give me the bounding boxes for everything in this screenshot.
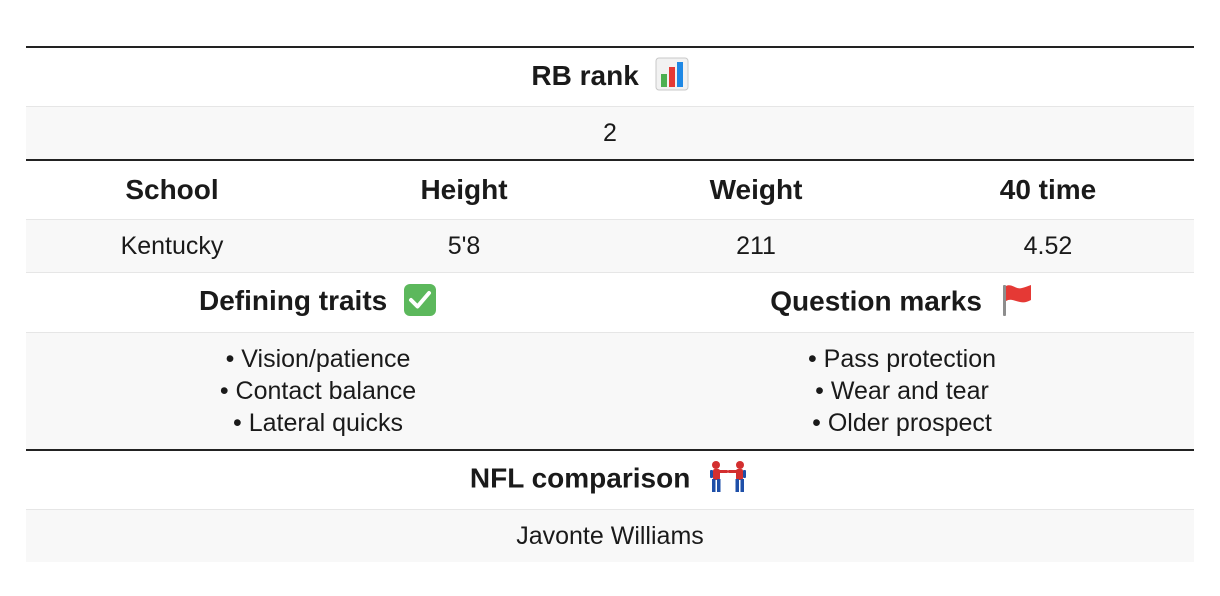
bar-chart-icon [655,57,689,91]
player-profile-table: RB rank 2 School Height Weight 40 time K… [26,46,1194,562]
rb-rank-value-row: 2 [26,106,1194,159]
nfl-comparison-header-row: NFL comparison [26,449,1194,509]
traits-header-row: Defining traits Question marks [26,272,1194,332]
school-header: School [125,174,219,205]
height-value: 5'8 [447,231,481,260]
forty-time-header: 40 time [999,174,1097,205]
measurables-value-row: Kentucky 5'8 211 4.52 [26,219,1194,272]
rb-rank-value: 2 [603,118,617,147]
nfl-comparison-label: NFL comparison [469,462,691,494]
school-value: Kentucky [120,231,224,260]
question-marks-header: Question marks [610,284,1194,321]
spider-man-pointing-icon [710,461,747,492]
check-mark-icon [404,283,436,316]
list-item: • Older prospect [812,409,992,437]
nfl-comparison-value: Javonte Williams [516,521,704,550]
height-header: Height [420,174,508,205]
forty-time-value: 4.52 [1023,231,1073,260]
list-item: • Pass protection [807,345,996,373]
rb-rank-header-row: RB rank [26,46,1194,106]
weight-value: 211 [736,231,776,260]
red-flag-icon [1002,284,1031,316]
traits-list-row: • Vision/patience • Contact balance • La… [26,332,1194,449]
defining-traits-header: Defining traits [26,283,610,320]
question-marks-label: Question marks [770,284,982,316]
nfl-comparison-value-row: Javonte Williams [26,509,1194,562]
rb-rank-header: RB rank [26,57,1194,95]
defining-traits-label: Defining traits [198,285,388,317]
defining-traits-list: • Vision/patience • Contact balance • La… [26,343,610,439]
rb-rank-label: RB rank [531,59,639,91]
question-marks-list: • Pass protection • Wear and tear • Olde… [610,343,1194,439]
measurables-header-row: School Height Weight 40 time [26,159,1194,219]
list-item: • Lateral quicks [233,409,403,437]
list-item: • Wear and tear [815,377,989,405]
weight-header: Weight [709,174,803,205]
nfl-comparison-header: NFL comparison [26,461,1194,498]
list-item: • Contact balance [219,377,417,405]
list-item: • Vision/patience [225,345,411,373]
